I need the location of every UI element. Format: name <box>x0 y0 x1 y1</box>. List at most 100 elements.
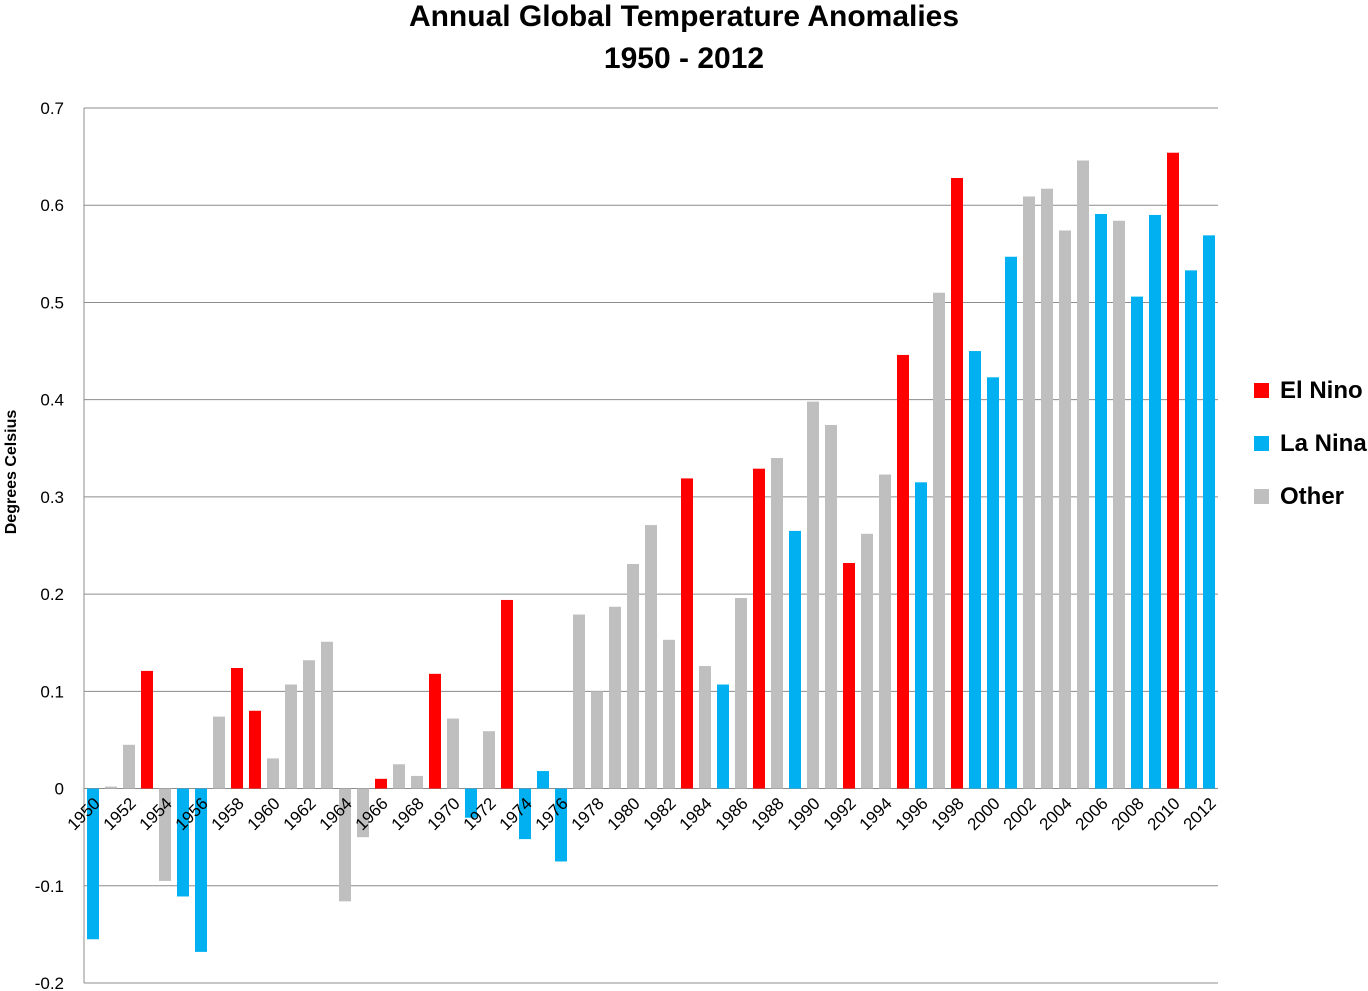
x-tick-label: 2012 <box>1180 794 1220 834</box>
x-tick-label: 1968 <box>388 794 428 834</box>
bar-2011 <box>1185 270 1197 789</box>
x-tick-label: 2002 <box>1000 794 1040 834</box>
bar-2005 <box>1077 160 1089 789</box>
bar-2012 <box>1203 235 1215 789</box>
bar-1988 <box>771 458 783 789</box>
y-tick-label: -0.1 <box>35 877 64 896</box>
legend: El Nino La Nina Other <box>1254 364 1367 523</box>
bar-1956 <box>195 788 207 952</box>
bar-1958 <box>231 668 243 789</box>
bar-1957 <box>213 716 225 789</box>
x-tick-label: 1982 <box>640 794 680 834</box>
bar-1990 <box>807 401 819 789</box>
x-tick-label: 1952 <box>100 794 140 834</box>
bar-1973 <box>501 599 513 789</box>
y-tick-labels: -0.2 -0.1 0 0.1 0.2 0.3 0.4 0.5 0.6 0.7 <box>35 99 64 991</box>
bar-1987 <box>753 468 765 789</box>
bar-1978 <box>591 691 603 789</box>
bar-1982 <box>663 639 675 789</box>
bar-2000 <box>987 377 999 789</box>
y-tick-label: 0.7 <box>40 99 64 118</box>
bar-1997 <box>933 292 945 789</box>
y-tick-label: 0.4 <box>40 391 64 410</box>
y-tick-label: 0.2 <box>40 585 64 604</box>
bar-1996 <box>915 482 927 789</box>
legend-item-la-nina: La Nina <box>1254 417 1367 470</box>
bar-1981 <box>645 525 657 789</box>
x-tick-label: 2000 <box>964 794 1004 834</box>
bar-2010 <box>1167 152 1179 789</box>
bar-1960 <box>267 758 279 789</box>
x-tick-labels: 1950195219541956195819601962196419661968… <box>64 794 1220 834</box>
y-axis-label: Degrees Celsius <box>3 410 20 535</box>
x-tick-label: 1980 <box>604 794 644 834</box>
legend-swatch-other <box>1254 489 1269 504</box>
bar-2002 <box>1023 196 1035 789</box>
bar-1986 <box>735 598 747 789</box>
bar-1962 <box>303 660 315 789</box>
bar-1966 <box>375 778 387 789</box>
bar-1953 <box>141 670 153 789</box>
chart-title: Annual Global Temperature Anomalies <box>408 0 960 33</box>
bar-1968 <box>411 775 423 789</box>
x-tick-label: 1992 <box>820 794 860 834</box>
bar-1954 <box>159 788 171 881</box>
bar-2006 <box>1095 213 1107 789</box>
bar-1977 <box>573 614 585 789</box>
bar-1959 <box>249 710 261 789</box>
y-tick-label: -0.2 <box>35 974 64 991</box>
bar-1970 <box>447 718 459 789</box>
x-tick-label: 2004 <box>1036 794 1076 834</box>
bar-1993 <box>861 533 873 789</box>
chart-subtitle: 1950 - 2012 <box>603 42 765 75</box>
bar-1979 <box>609 606 621 789</box>
bar-1971 <box>465 788 477 818</box>
legend-label-la-nina: La Nina <box>1280 429 1367 457</box>
x-tick-label: 1988 <box>748 794 788 834</box>
bar-2004 <box>1059 230 1071 789</box>
legend-label-other: Other <box>1280 482 1345 510</box>
y-tick-label: 0.3 <box>40 488 64 507</box>
x-tick-label: 2006 <box>1072 794 1112 834</box>
bar-1965 <box>357 788 369 838</box>
y-tick-label: 0.1 <box>40 682 64 701</box>
x-tick-label: 1970 <box>424 794 464 834</box>
x-tick-label: 1996 <box>892 794 932 834</box>
bar-1976 <box>555 788 567 862</box>
bar-1998 <box>951 178 963 789</box>
bar-1984 <box>699 666 711 789</box>
bar-1975 <box>537 771 549 789</box>
bar-1983 <box>681 478 693 789</box>
bar-1963 <box>321 641 333 789</box>
x-tick-label: 1962 <box>280 794 320 834</box>
bar-1989 <box>789 530 801 789</box>
bar-2009 <box>1149 214 1161 789</box>
x-tick-label: 2010 <box>1144 794 1184 834</box>
y-tick-label: 0.5 <box>40 293 64 312</box>
bar-2007 <box>1113 220 1125 789</box>
bar-2008 <box>1131 296 1143 789</box>
x-tick-label: 1958 <box>208 794 248 834</box>
x-tick-label: 1960 <box>244 794 284 834</box>
legend-label-el-nino: El Nino <box>1280 376 1363 404</box>
x-tick-label: 1990 <box>784 794 824 834</box>
x-tick-label: 1986 <box>712 794 752 834</box>
bar-1967 <box>393 764 405 789</box>
legend-item-el-nino: El Nino <box>1254 364 1367 417</box>
bars <box>87 152 1215 952</box>
bar-1952 <box>123 744 135 789</box>
x-tick-label: 1998 <box>928 794 968 834</box>
bar-1961 <box>285 684 297 789</box>
bar-1955 <box>177 788 189 897</box>
x-tick-label: 1978 <box>568 794 608 834</box>
bar-1969 <box>429 673 441 789</box>
bar-1950 <box>87 788 99 940</box>
bar-1995 <box>897 354 909 789</box>
y-tick-label: 0 <box>55 780 64 799</box>
bar-2003 <box>1041 188 1053 789</box>
bar-1951 <box>105 786 117 789</box>
y-tick-label: 0.6 <box>40 196 64 215</box>
bar-2001 <box>1005 256 1017 789</box>
